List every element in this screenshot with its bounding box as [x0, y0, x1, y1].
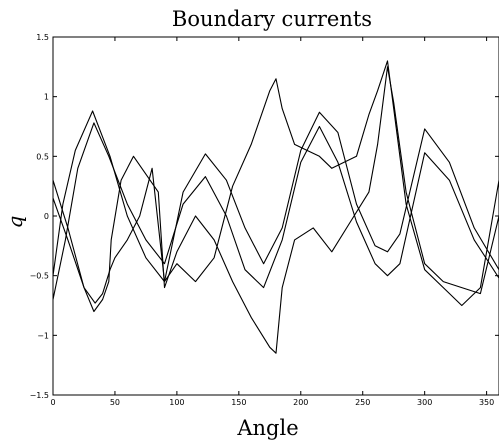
y-tick-label: −1 — [37, 331, 49, 340]
y-axis-label: q — [3, 216, 27, 229]
y-tick-label: 1.5 — [36, 33, 49, 42]
x-tick-label: 50 — [110, 398, 120, 407]
y-tick-label: −1.5 — [30, 391, 49, 400]
plot-lines — [52, 60, 499, 354]
x-tick-label: 200 — [293, 398, 308, 407]
axis-ticks: 0 50 100 150 200 250 300 350 −1.5 −1 −0.5 0 0.5 1 1.5 — [30, 33, 499, 407]
y-tick-label: −0.5 — [30, 272, 49, 281]
series-line-1 — [52, 122, 499, 300]
x-tick-label: 150 — [231, 398, 246, 407]
x-axis-label: Angle — [236, 416, 298, 440]
y-tick-label: 1 — [44, 93, 49, 102]
x-tick-label: 300 — [417, 398, 432, 407]
series-line-3 — [52, 60, 499, 307]
y-tick-label: 0 — [44, 212, 49, 221]
x-tick-label: 100 — [169, 398, 184, 407]
x-tick-label: 350 — [479, 398, 494, 407]
chart-title: Boundary currents — [172, 7, 372, 31]
y-tick-label: 0.5 — [36, 152, 49, 161]
x-tick-label: 250 — [355, 398, 370, 407]
series-line-4 — [52, 66, 499, 354]
x-tick-label: 0 — [50, 398, 55, 407]
axes-frame — [52, 36, 499, 396]
series-line-2 — [52, 110, 499, 283]
